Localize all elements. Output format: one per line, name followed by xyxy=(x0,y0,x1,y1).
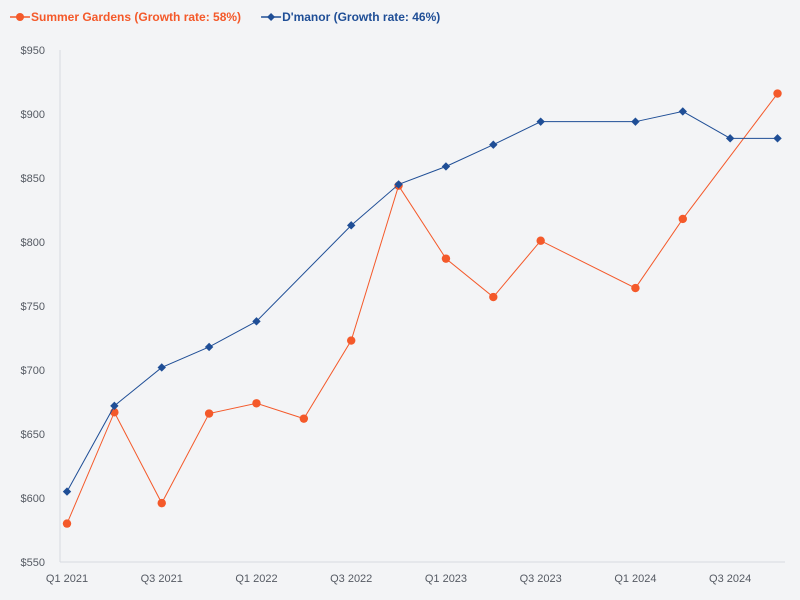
data-point[interactable] xyxy=(347,336,356,345)
data-point[interactable] xyxy=(678,107,687,116)
legend-label: Summer Gardens (Growth rate: 58%) xyxy=(31,10,241,24)
y-tick-label: $700 xyxy=(21,365,45,377)
data-point[interactable] xyxy=(204,409,214,418)
x-tick-label: Q3 2021 xyxy=(141,573,183,585)
data-point[interactable] xyxy=(62,519,72,528)
series-line xyxy=(66,110,778,492)
data-point[interactable] xyxy=(441,254,451,263)
series-summer-gardens xyxy=(62,89,782,528)
x-tick-label: Q1 2021 xyxy=(46,573,88,585)
series-dmanor xyxy=(62,107,782,496)
series-layer xyxy=(62,89,782,528)
data-point[interactable] xyxy=(489,292,498,302)
data-point[interactable] xyxy=(536,117,545,126)
x-tick-label: Q3 2023 xyxy=(520,573,562,585)
data-point[interactable] xyxy=(347,221,356,230)
data-point[interactable] xyxy=(299,414,309,423)
data-point[interactable] xyxy=(157,498,166,508)
y-tick-label: $750 xyxy=(21,301,45,313)
data-point[interactable] xyxy=(252,399,261,408)
y-axis: $550 $600 $650 $700 $750 $800 $850 $900 $950 xyxy=(21,45,45,569)
data-point[interactable] xyxy=(157,363,166,372)
data-point[interactable] xyxy=(631,117,640,126)
data-point[interactable] xyxy=(394,180,403,189)
data-point[interactable] xyxy=(536,236,545,245)
data-point[interactable] xyxy=(204,342,214,352)
data-point[interactable] xyxy=(489,140,498,149)
y-tick-label: $900 xyxy=(21,109,45,121)
data-point[interactable] xyxy=(678,214,687,224)
data-point[interactable] xyxy=(252,317,261,326)
legend: Summer Gardens (Growth rate: 58%) D'manor… xyxy=(10,10,440,24)
legend-label: D'manor (Growth rate: 46%) xyxy=(282,10,440,24)
data-point[interactable] xyxy=(773,134,782,143)
legend-marker-diamond-icon xyxy=(267,13,276,21)
data-point[interactable] xyxy=(441,162,451,171)
y-tick-label: $950 xyxy=(21,45,45,57)
legend-item-summer-gardens[interactable]: Summer Gardens (Growth rate: 58%) xyxy=(10,10,241,24)
x-tick-label: Q1 2022 xyxy=(235,573,277,585)
series-line xyxy=(66,93,778,524)
x-tick-label: Q1 2023 xyxy=(425,573,467,585)
legend-marker-circle-icon xyxy=(16,13,24,21)
x-tick-label: Q3 2024 xyxy=(709,573,751,585)
data-point[interactable] xyxy=(62,487,72,496)
data-point[interactable] xyxy=(110,401,119,411)
y-tick-label: $600 xyxy=(21,493,45,505)
data-point[interactable] xyxy=(773,89,782,98)
legend-item-dmanor[interactable]: D'manor (Growth rate: 46%) xyxy=(261,10,440,24)
x-tick-label: Q3 2022 xyxy=(330,573,372,585)
data-point[interactable] xyxy=(725,134,735,143)
y-tick-label: $850 xyxy=(21,173,45,185)
x-tick-label: Q1 2024 xyxy=(614,573,656,585)
y-tick-label: $550 xyxy=(21,557,45,569)
y-tick-label: $650 xyxy=(21,429,45,441)
data-point[interactable] xyxy=(631,283,640,293)
y-tick-label: $800 xyxy=(21,237,45,249)
x-axis: Q1 2021 Q3 2021 Q1 2022 Q3 2022 Q1 2023 Q3 20… xyxy=(46,573,751,585)
